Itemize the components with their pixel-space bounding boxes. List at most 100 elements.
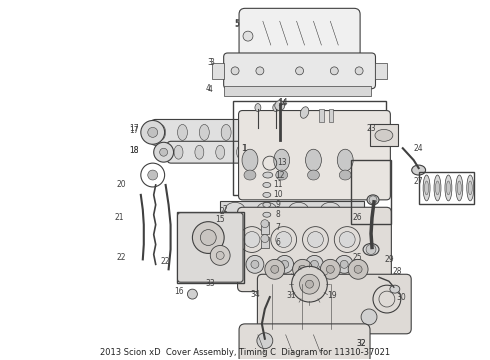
Circle shape bbox=[311, 260, 319, 268]
Circle shape bbox=[256, 67, 264, 75]
Bar bbox=[370, 125, 398, 146]
FancyBboxPatch shape bbox=[223, 53, 375, 89]
Ellipse shape bbox=[367, 195, 379, 205]
Ellipse shape bbox=[467, 175, 474, 201]
Text: 8: 8 bbox=[275, 210, 280, 219]
Circle shape bbox=[271, 265, 279, 273]
Circle shape bbox=[366, 244, 376, 255]
Text: 20: 20 bbox=[116, 180, 126, 189]
Ellipse shape bbox=[257, 145, 267, 159]
Text: 11: 11 bbox=[273, 180, 283, 189]
Text: 30: 30 bbox=[396, 293, 406, 302]
Text: 2013 Scion xD  Cover Assembly, Timing C  Diagram for 11310-37021: 2013 Scion xD Cover Assembly, Timing C D… bbox=[100, 348, 390, 357]
Text: 1: 1 bbox=[243, 144, 247, 153]
Ellipse shape bbox=[195, 145, 204, 159]
Circle shape bbox=[154, 142, 173, 162]
Text: 25: 25 bbox=[352, 253, 362, 262]
Circle shape bbox=[306, 255, 323, 273]
Circle shape bbox=[246, 255, 264, 273]
Ellipse shape bbox=[309, 125, 318, 140]
Text: 4: 4 bbox=[208, 85, 213, 94]
Text: 15: 15 bbox=[216, 215, 225, 224]
Ellipse shape bbox=[375, 129, 393, 141]
Circle shape bbox=[231, 67, 239, 75]
Ellipse shape bbox=[177, 125, 188, 140]
Text: 18: 18 bbox=[129, 146, 139, 155]
Circle shape bbox=[276, 255, 294, 273]
Ellipse shape bbox=[308, 170, 319, 180]
Circle shape bbox=[295, 67, 303, 75]
Circle shape bbox=[257, 333, 273, 349]
Text: 26: 26 bbox=[352, 213, 362, 222]
Ellipse shape bbox=[434, 175, 441, 201]
Text: 22: 22 bbox=[116, 253, 126, 262]
Circle shape bbox=[265, 260, 285, 279]
Ellipse shape bbox=[276, 170, 288, 180]
Text: 24: 24 bbox=[414, 144, 423, 153]
Text: 22: 22 bbox=[161, 257, 171, 266]
Ellipse shape bbox=[244, 170, 256, 180]
Bar bbox=[261, 222, 269, 234]
Ellipse shape bbox=[199, 125, 209, 140]
Ellipse shape bbox=[337, 149, 353, 171]
Text: 34: 34 bbox=[250, 289, 260, 298]
Ellipse shape bbox=[436, 181, 440, 195]
FancyBboxPatch shape bbox=[257, 274, 411, 334]
Ellipse shape bbox=[339, 170, 351, 180]
Circle shape bbox=[330, 67, 338, 75]
Bar bbox=[319, 109, 324, 122]
Text: 3: 3 bbox=[210, 58, 215, 67]
Ellipse shape bbox=[306, 149, 321, 171]
Circle shape bbox=[148, 170, 158, 180]
Text: 9: 9 bbox=[275, 200, 280, 209]
Ellipse shape bbox=[287, 125, 296, 140]
Circle shape bbox=[141, 121, 165, 144]
Text: 12: 12 bbox=[275, 171, 285, 180]
Ellipse shape bbox=[221, 125, 231, 140]
Text: 23: 23 bbox=[366, 124, 376, 133]
Ellipse shape bbox=[274, 149, 290, 171]
Ellipse shape bbox=[255, 104, 261, 112]
FancyBboxPatch shape bbox=[167, 141, 329, 163]
Ellipse shape bbox=[363, 243, 379, 255]
Text: 16: 16 bbox=[173, 287, 183, 296]
Circle shape bbox=[339, 231, 355, 247]
Circle shape bbox=[210, 246, 230, 265]
Bar bbox=[176, 212, 244, 283]
Text: 28: 28 bbox=[392, 267, 402, 276]
Text: 4: 4 bbox=[206, 84, 211, 93]
Circle shape bbox=[200, 230, 216, 246]
Ellipse shape bbox=[457, 181, 461, 195]
Circle shape bbox=[298, 265, 307, 273]
FancyBboxPatch shape bbox=[177, 213, 243, 282]
Circle shape bbox=[354, 265, 362, 273]
Ellipse shape bbox=[425, 181, 429, 195]
Circle shape bbox=[335, 255, 353, 273]
Ellipse shape bbox=[237, 145, 245, 159]
Circle shape bbox=[355, 67, 363, 75]
Text: 31: 31 bbox=[287, 291, 296, 300]
Text: 14: 14 bbox=[278, 98, 288, 107]
Bar bbox=[351, 159, 391, 224]
Ellipse shape bbox=[263, 212, 271, 217]
Circle shape bbox=[292, 266, 327, 302]
Circle shape bbox=[216, 251, 224, 260]
Text: 32: 32 bbox=[356, 339, 366, 348]
Ellipse shape bbox=[423, 175, 430, 201]
Circle shape bbox=[293, 260, 313, 279]
Circle shape bbox=[243, 31, 253, 41]
Ellipse shape bbox=[299, 145, 308, 159]
Ellipse shape bbox=[273, 104, 279, 112]
Ellipse shape bbox=[468, 181, 472, 195]
Circle shape bbox=[193, 222, 224, 253]
Circle shape bbox=[369, 196, 377, 204]
Ellipse shape bbox=[156, 125, 166, 140]
Circle shape bbox=[148, 127, 158, 137]
Text: 6: 6 bbox=[275, 238, 280, 247]
Circle shape bbox=[160, 148, 168, 156]
Ellipse shape bbox=[263, 183, 271, 188]
Text: 33: 33 bbox=[205, 279, 215, 288]
Circle shape bbox=[275, 100, 285, 111]
Text: 29: 29 bbox=[384, 255, 393, 264]
Circle shape bbox=[276, 231, 292, 247]
